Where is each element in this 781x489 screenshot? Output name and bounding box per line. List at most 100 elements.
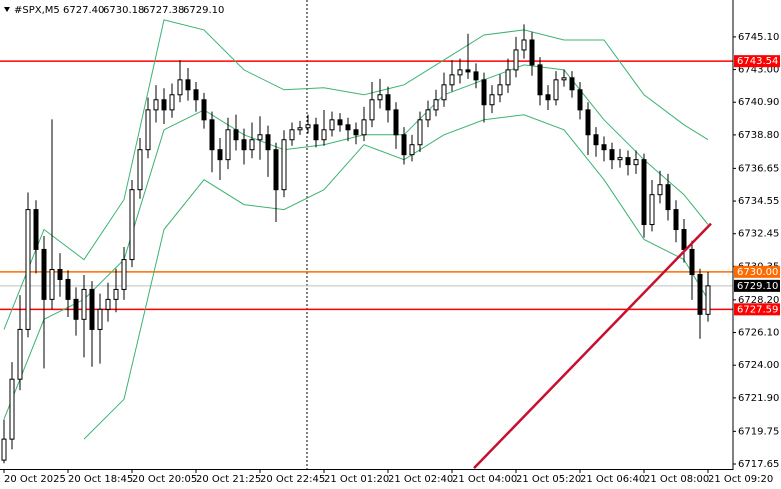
candle-body-bear [33,209,39,250]
candle-body-bull [369,99,375,121]
x-tick-label: 21 Oct 01:20 [324,474,389,485]
candle-body-bull [433,99,439,111]
candle-body-bear [65,278,71,300]
x-tick-label: 20 Oct 2025 [4,474,66,485]
candle-body-bear [481,79,487,106]
candle-body-bull [553,79,559,101]
level-label-box [734,265,780,278]
candle-body-bull [129,189,135,261]
candle-body-bull [249,139,255,151]
candle-body-bull [97,308,103,330]
trend-line [473,222,712,469]
current-price-box [734,279,780,292]
symbol-icon [4,7,10,12]
x-tick-label: 20 Oct 21:25 [196,474,261,485]
candle-body-bear [73,298,79,320]
candle-body-bull [633,159,639,166]
x-tick-label: 20 Oct 22:45 [260,474,325,485]
candle-body-bull [657,184,663,196]
candle-body-bull [281,139,287,191]
candle-body-bull [617,157,623,161]
axes: 6745.10 6743.00 6740.90 6738.80 6736.65 6734.… [3,32,780,485]
candle-body-bull [441,84,447,101]
candle-body-bear [625,157,631,166]
candle-body-bull [25,209,31,330]
candle-body-bear [185,79,191,91]
x-tick-label: 20 Oct 18:45 [68,474,133,485]
level-label: 6727.59 [737,304,778,315]
candle-body-bear [697,273,703,315]
candle-body-bear [473,71,479,81]
candle-body-bull [417,119,423,146]
quote-high: 6730.18 [103,5,144,16]
y-tick-label: 6721.90 [738,393,779,404]
y-tick-label: 6743.00 [738,65,779,76]
candle-body-bear [385,94,391,111]
candle-body-bull [425,109,431,121]
candle-body-bull [9,378,15,440]
candle-body-bull [145,109,151,151]
candle-body-bear [593,134,599,146]
candle-body-bear [193,89,199,101]
level-label-box [734,55,780,68]
candle-body-bear [313,124,319,141]
candle-body-bear [265,134,271,151]
quote-open: 6727.40 [63,5,104,16]
candle-body-bear [569,77,575,91]
candle-body-bull [457,69,463,76]
candle-body-bear [545,94,551,101]
candle-body-bull [297,127,303,131]
candle-body-bull [305,124,311,129]
candle-body-bull [409,144,415,156]
bollinger-band [3,19,709,330]
candle-body-bull [505,69,511,86]
candle-body-bear [353,129,359,136]
quote-close: 6729.10 [183,5,224,16]
x-tick-label: 21 Oct 09:20 [708,474,773,485]
candle-body-bear [161,99,167,111]
candle-body-bear [273,149,279,191]
candle-body-bull [521,39,527,51]
symbol: #SPX,M5 [14,5,60,16]
candle-body-bull [289,129,295,141]
candle-body-bull [17,328,23,380]
x-tick-label: 21 Oct 05:20 [516,474,581,485]
candle-body-bear [641,159,647,226]
candle-body-bear [217,149,223,161]
candle-body-bull [153,99,159,111]
candle-body-bull [449,74,455,86]
candle-body-bull [105,298,111,310]
y-tick-label: 6734.55 [738,196,779,207]
x-tick-label: 21 Oct 02:40 [388,474,453,485]
candle-body-bull [169,94,175,111]
candle-body-bear [681,229,687,250]
plot-area [0,19,733,469]
candle-body-bear [393,109,399,136]
candle-body-bear [585,109,591,136]
candle-body-bear [577,89,583,111]
y-tick-label: 6726.10 [738,328,779,339]
x-tick-label: 21 Oct 08:00 [644,474,709,485]
candle-body-bear [241,139,247,151]
candle-body-bear [41,248,47,300]
y-tick-label: 6719.75 [738,426,779,437]
candle-body-bear [529,39,535,66]
candle-body-bull [257,134,263,141]
candle-body-bull [361,119,367,136]
candle-body-bear [89,288,95,330]
x-tick-label: 21 Oct 04:00 [452,474,517,485]
level-label: 6730.00 [737,267,778,278]
quote-low: 6727.38 [143,5,184,16]
candle-body-bull [177,79,183,96]
y-tick-label: 6736.65 [738,163,779,174]
candle-body-bull [1,438,7,461]
candle-body-bear [201,99,207,121]
header: #SPX,M5 6727.40 6730.18 6727.38 6729.10 [14,5,224,16]
candle-body-bull [81,288,87,320]
x-tick-label: 20 Oct 20:05 [132,474,197,485]
candle-body-bull [121,259,127,290]
candle-body-bull [377,94,383,101]
y-tick-label: 6717.65 [738,459,779,470]
candle-body-bull [649,194,655,226]
